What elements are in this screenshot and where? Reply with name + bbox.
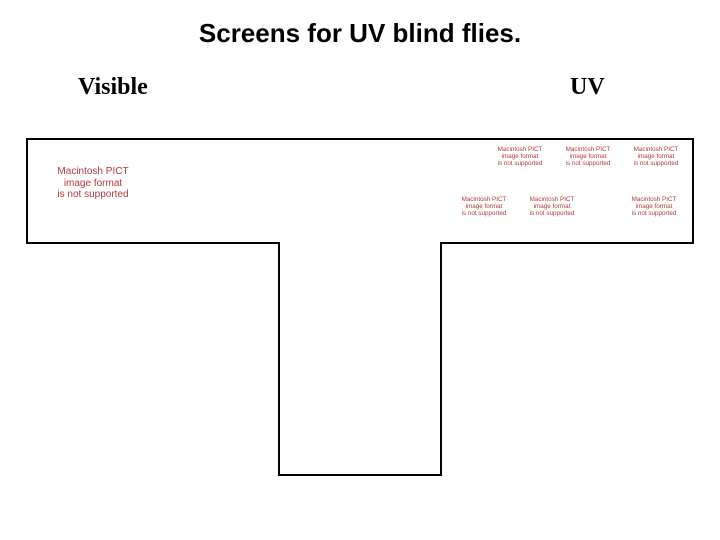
- pict-error-small-5: Macintosh PICT image format is not suppo…: [620, 196, 688, 226]
- pict-error-large-0: Macintosh PICT image format is not suppo…: [38, 166, 148, 212]
- t-maze-join-patch: [280, 242, 440, 246]
- pict-error-small-2: Macintosh PICT image format is not suppo…: [622, 146, 690, 176]
- t-maze-vertical: [278, 244, 442, 476]
- slide-title: Screens for UV blind flies.: [0, 18, 720, 49]
- pict-error-small-1: Macintosh PICT image format is not suppo…: [554, 146, 622, 176]
- slide-canvas: Screens for UV blind flies. Visible UV M…: [0, 0, 720, 540]
- label-uv: UV: [570, 74, 605, 101]
- label-visible: Visible: [78, 74, 148, 101]
- pict-error-small-3: Macintosh PICT image format is not suppo…: [450, 196, 518, 226]
- pict-error-small-4: Macintosh PICT image format is not suppo…: [518, 196, 586, 226]
- pict-error-small-0: Macintosh PICT image format is not suppo…: [486, 146, 554, 176]
